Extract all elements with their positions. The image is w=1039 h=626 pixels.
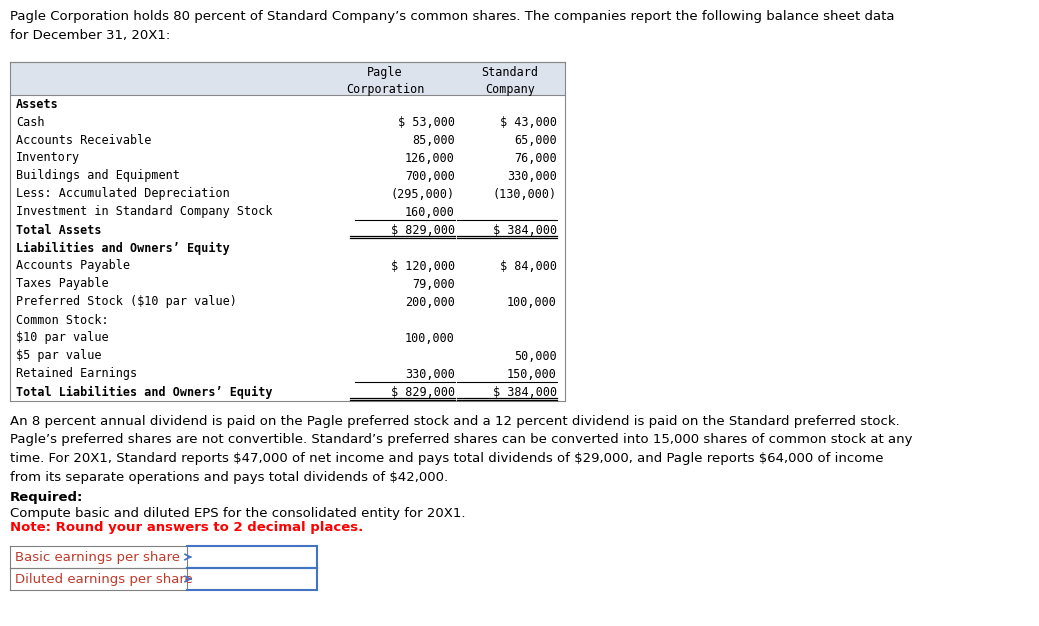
Text: Diluted earnings per share: Diluted earnings per share bbox=[15, 573, 193, 585]
Text: Taxes Payable: Taxes Payable bbox=[16, 277, 109, 290]
Text: Investment in Standard Company Stock: Investment in Standard Company Stock bbox=[16, 205, 272, 218]
Text: $ 829,000: $ 829,000 bbox=[391, 223, 455, 237]
Text: (295,000): (295,000) bbox=[391, 188, 455, 200]
Text: Total Liabilities and Owners’ Equity: Total Liabilities and Owners’ Equity bbox=[16, 386, 272, 399]
Text: 150,000: 150,000 bbox=[507, 367, 557, 381]
Text: Pagle
Corporation: Pagle Corporation bbox=[346, 66, 424, 96]
Text: $ 84,000: $ 84,000 bbox=[500, 260, 557, 272]
Text: Accounts Receivable: Accounts Receivable bbox=[16, 133, 152, 146]
Text: 126,000: 126,000 bbox=[405, 151, 455, 165]
Text: 200,000: 200,000 bbox=[405, 295, 455, 309]
Text: $ 43,000: $ 43,000 bbox=[500, 116, 557, 128]
Text: Pagle Corporation holds 80 percent of Standard Company’s common shares. The comp: Pagle Corporation holds 80 percent of St… bbox=[10, 10, 895, 42]
Text: Less: Accumulated Depreciation: Less: Accumulated Depreciation bbox=[16, 188, 230, 200]
Text: (130,000): (130,000) bbox=[492, 188, 557, 200]
Text: 76,000: 76,000 bbox=[514, 151, 557, 165]
Text: Retained Earnings: Retained Earnings bbox=[16, 367, 137, 381]
Text: Basic earnings per share: Basic earnings per share bbox=[15, 550, 180, 563]
Text: An 8 percent annual dividend is paid on the Pagle preferred stock and a 12 perce: An 8 percent annual dividend is paid on … bbox=[10, 415, 912, 483]
Text: Note: Round your answers to 2 decimal places.: Note: Round your answers to 2 decimal pl… bbox=[10, 521, 364, 534]
Text: $10 par value: $10 par value bbox=[16, 332, 109, 344]
Text: 700,000: 700,000 bbox=[405, 170, 455, 183]
Text: Required:: Required: bbox=[10, 491, 83, 504]
Text: $ 384,000: $ 384,000 bbox=[492, 386, 557, 399]
Text: Common Stock:: Common Stock: bbox=[16, 314, 109, 327]
Text: 100,000: 100,000 bbox=[405, 332, 455, 344]
Text: Accounts Payable: Accounts Payable bbox=[16, 260, 130, 272]
Text: $ 53,000: $ 53,000 bbox=[398, 116, 455, 128]
Bar bbox=[10, 62, 565, 95]
Text: 50,000: 50,000 bbox=[514, 349, 557, 362]
Text: 65,000: 65,000 bbox=[514, 133, 557, 146]
Text: 85,000: 85,000 bbox=[412, 133, 455, 146]
Text: $5 par value: $5 par value bbox=[16, 349, 102, 362]
Text: Standard
Company: Standard Company bbox=[481, 66, 538, 96]
Text: Compute basic and diluted EPS for the consolidated entity for 20X1.: Compute basic and diluted EPS for the co… bbox=[10, 507, 465, 520]
Text: Total Assets: Total Assets bbox=[16, 223, 102, 237]
Text: Inventory: Inventory bbox=[16, 151, 80, 165]
Text: $ 384,000: $ 384,000 bbox=[492, 223, 557, 237]
Text: 79,000: 79,000 bbox=[412, 277, 455, 290]
Text: $ 120,000: $ 120,000 bbox=[391, 260, 455, 272]
Text: 100,000: 100,000 bbox=[507, 295, 557, 309]
Text: Buildings and Equipment: Buildings and Equipment bbox=[16, 170, 180, 183]
Text: Liabilities and Owners’ Equity: Liabilities and Owners’ Equity bbox=[16, 242, 230, 255]
Text: 330,000: 330,000 bbox=[405, 367, 455, 381]
Text: 330,000: 330,000 bbox=[507, 170, 557, 183]
Text: $ 829,000: $ 829,000 bbox=[391, 386, 455, 399]
Text: Preferred Stock ($10 par value): Preferred Stock ($10 par value) bbox=[16, 295, 237, 309]
Text: Cash: Cash bbox=[16, 116, 45, 128]
Text: Assets: Assets bbox=[16, 98, 59, 111]
Text: 160,000: 160,000 bbox=[405, 205, 455, 218]
